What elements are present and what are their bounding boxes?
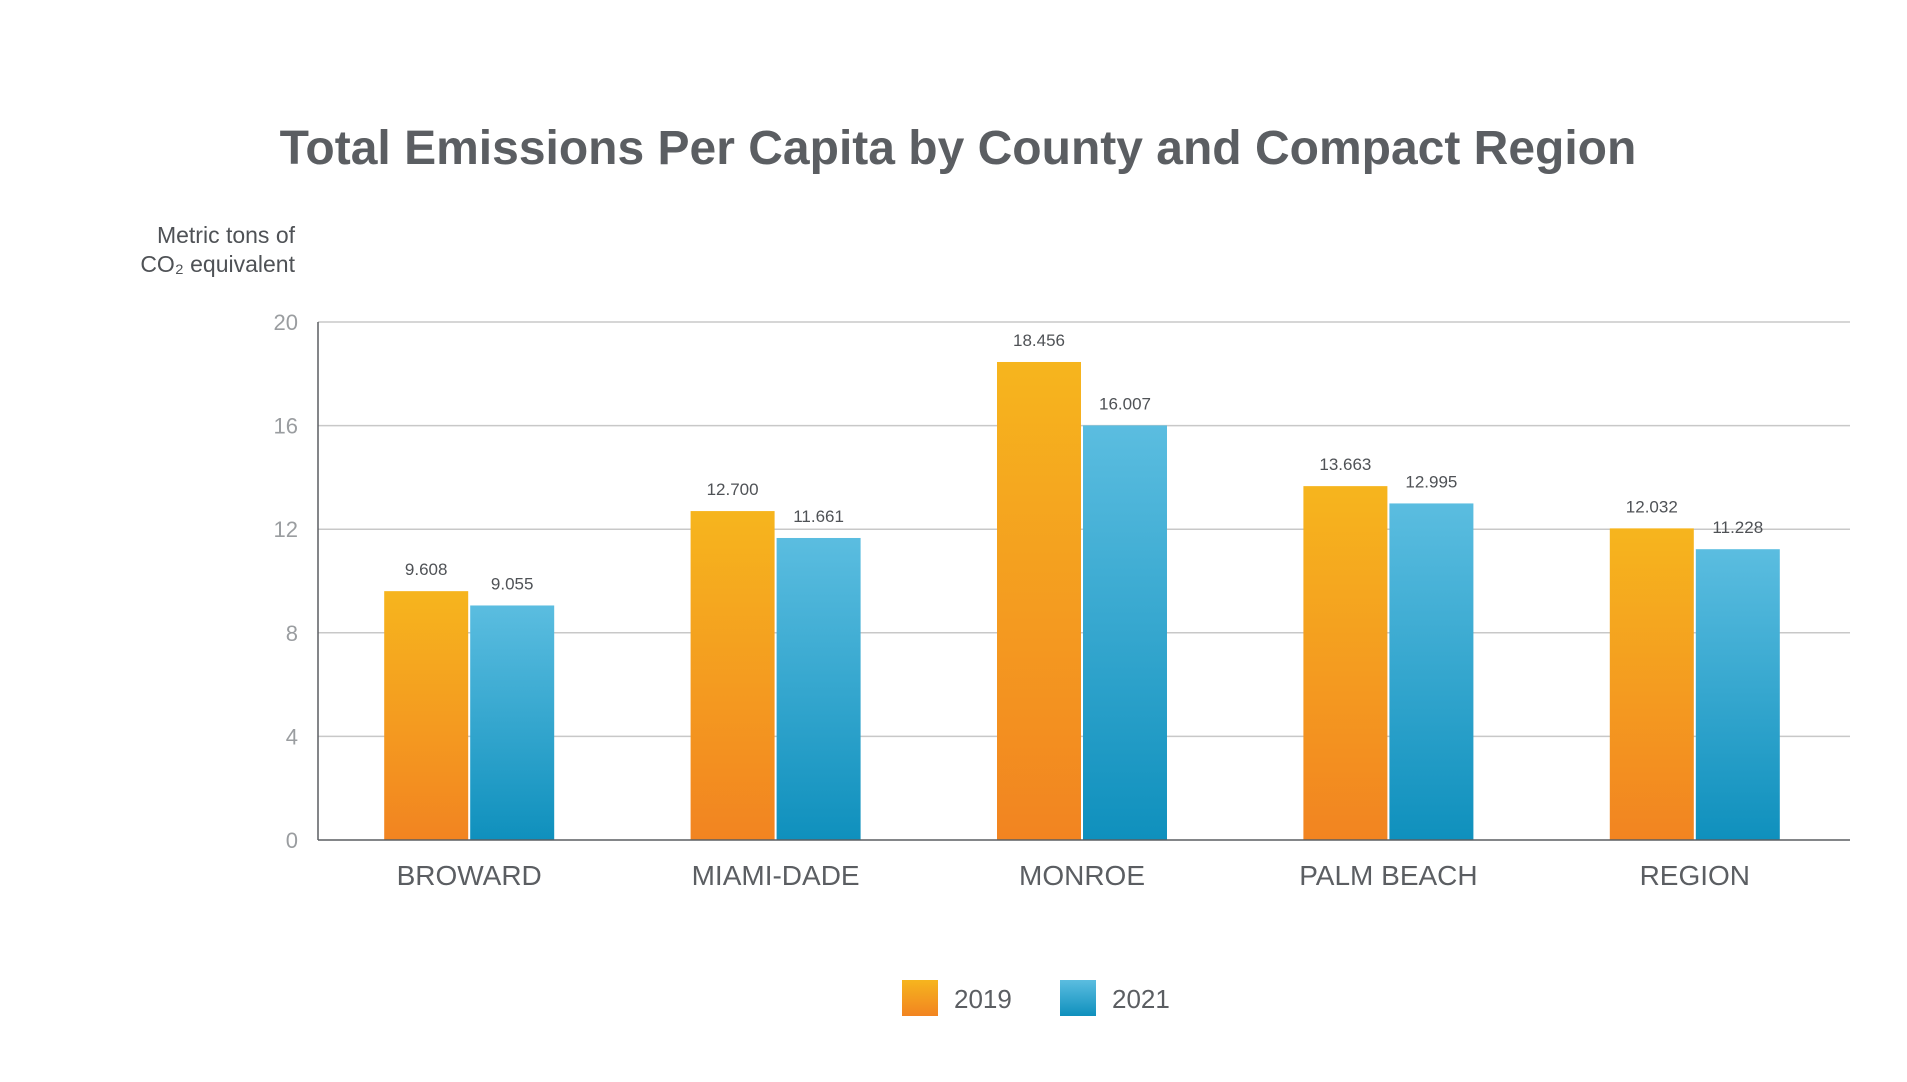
bar-2021-broward: [470, 605, 555, 840]
data-labels: 9.608 9.055 12.700 11.661 18.456 16.007 13.663…: [405, 331, 1763, 593]
bar-2019-palm-beach: [1303, 486, 1388, 840]
legend-swatch-2019: [902, 980, 938, 1016]
bar-2019-miami-dade: [690, 511, 775, 840]
y-tick-label: 16: [274, 414, 298, 439]
y-tick-label: 12: [274, 517, 298, 542]
legend-swatch-2021: [1060, 980, 1096, 1016]
y-tick-label: 4: [286, 724, 298, 749]
bar-2021-region: [1695, 549, 1780, 840]
data-label: 12.700: [707, 480, 759, 499]
x-tick-label: BROWARD: [397, 860, 542, 891]
bar-2019-monroe: [997, 361, 1081, 840]
data-label: 9.055: [491, 574, 534, 593]
data-label: 9.608: [405, 560, 448, 579]
legend-label-2021: 2021: [1112, 984, 1170, 1014]
y-axis-ticks: 0 4 8 12 16 20: [274, 310, 298, 853]
y-axis-label-line-2: CO₂ equivalent: [140, 251, 295, 277]
legend: 2019 2021: [902, 980, 1170, 1016]
y-tick-label: 8: [286, 621, 298, 646]
x-tick-label: PALM BEACH: [1299, 860, 1477, 891]
bars: [384, 361, 1780, 840]
legend-label-2019: 2019: [954, 984, 1012, 1014]
data-label: 11.228: [1712, 518, 1763, 537]
y-tick-label: 20: [274, 310, 298, 335]
axes: [317, 322, 1850, 841]
data-label: 11.661: [793, 507, 844, 526]
data-label: 18.456: [1013, 331, 1065, 350]
bar-2019-region: [1609, 528, 1694, 840]
bar-2021-palm-beach: [1389, 503, 1474, 840]
y-tick-label: 0: [286, 828, 298, 853]
y-axis-label-line-1: Metric tons of: [157, 222, 296, 248]
data-label: 16.007: [1099, 394, 1151, 413]
chart-title: Total Emissions Per Capita by County and…: [280, 122, 1637, 175]
x-tick-label: MIAMI-DADE: [692, 860, 860, 891]
data-label: 13.663: [1319, 455, 1371, 474]
data-label: 12.032: [1626, 497, 1678, 516]
bar-2021-miami-dade: [776, 537, 861, 840]
x-tick-label: MONROE: [1019, 860, 1145, 891]
data-label: 12.995: [1405, 472, 1457, 491]
bar-2019-broward: [384, 591, 469, 840]
bar-2021-monroe: [1083, 425, 1167, 840]
x-axis-ticks: BROWARD MIAMI-DADE MONROE PALM BEACH REGION: [397, 860, 1750, 891]
x-tick-label: REGION: [1640, 860, 1750, 891]
